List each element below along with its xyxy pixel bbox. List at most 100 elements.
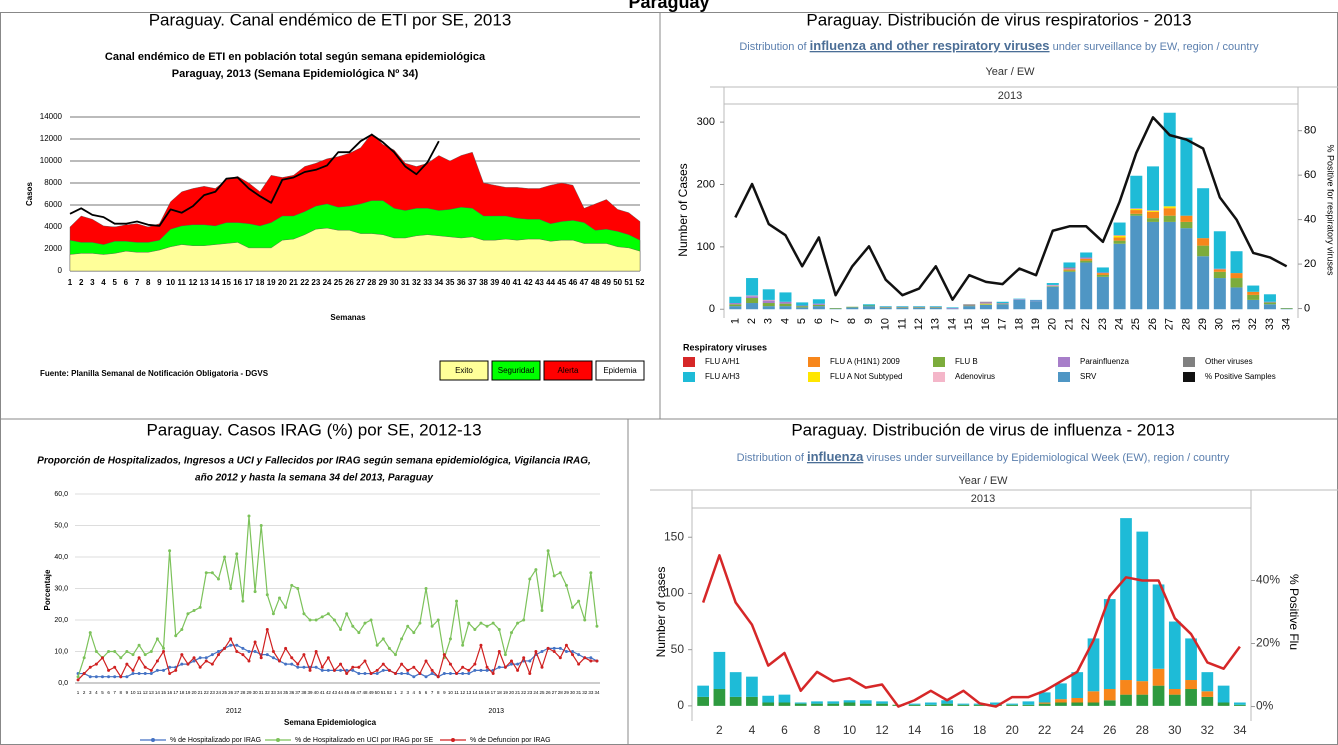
x-tick-label: 28 — [1136, 723, 1150, 737]
line-marker — [387, 668, 391, 672]
x-tick-label: 22 — [204, 690, 210, 695]
line-marker — [308, 618, 312, 622]
x-tick-label: 6 — [425, 690, 428, 695]
x-tick-label: 43 — [535, 278, 544, 287]
x-tick-label: 33 — [271, 690, 277, 695]
bar-segment — [996, 303, 1009, 304]
x-tick-label: 22 — [1080, 318, 1092, 330]
x-tick-label: 34 — [277, 690, 283, 695]
line-marker — [369, 672, 373, 676]
bar-segment — [1146, 218, 1160, 222]
line-marker — [247, 650, 251, 653]
line-marker — [278, 659, 282, 663]
bar-segment — [1197, 238, 1210, 246]
line-marker — [265, 653, 269, 657]
x-tick-label: 44 — [546, 278, 555, 287]
line-marker — [88, 665, 92, 669]
bar-segment — [1113, 235, 1126, 236]
bar-segment — [1136, 694, 1149, 706]
bar-segment — [1136, 531, 1149, 682]
line — [69, 133, 440, 227]
header: Year / EW — [958, 475, 1008, 487]
legend-marker — [451, 738, 455, 742]
legend-label: FLU A (H1N1) 2009 — [830, 357, 900, 366]
bar-segment — [796, 302, 809, 306]
bar-segment — [946, 308, 959, 309]
x-tick-label: 15 — [478, 690, 484, 695]
line-marker — [88, 631, 92, 635]
line-marker — [168, 665, 172, 669]
line-marker — [149, 668, 153, 672]
bar-segment — [1146, 211, 1160, 219]
bar-segment — [896, 306, 909, 308]
group-label: 2013 — [488, 708, 504, 715]
x-tick-label: 15 — [222, 278, 231, 287]
bar-segment — [1263, 294, 1276, 302]
line-marker — [552, 650, 556, 653]
line-marker — [302, 612, 306, 616]
bar-segment — [1071, 672, 1084, 699]
legend-label: FLU B — [955, 357, 978, 366]
bar-segment — [1130, 210, 1143, 214]
x-tick-label: 10 — [130, 690, 136, 695]
bar-segment — [762, 702, 775, 706]
x-tick-label: 8 — [814, 723, 821, 737]
line-marker — [546, 646, 550, 650]
line-marker — [552, 646, 556, 650]
bar-segment — [929, 307, 942, 309]
x-tick-label: 51 — [624, 278, 633, 287]
line-marker — [186, 612, 190, 616]
x-tick-label: 10 — [843, 723, 857, 737]
bar-segment — [1180, 137, 1193, 216]
line-marker — [296, 662, 300, 666]
line-marker — [223, 555, 227, 559]
x-tick-label: 29 — [246, 690, 252, 695]
group-label: 2012 — [226, 708, 242, 715]
bar-segment — [1217, 685, 1230, 703]
y-tick-label: 6000 — [44, 200, 62, 209]
bar-segment — [979, 302, 992, 304]
bar-segment — [1146, 210, 1160, 212]
bar-segment — [713, 689, 726, 706]
x-tick-label: 34 — [434, 278, 443, 287]
bar-segment — [1197, 245, 1210, 257]
line-marker — [345, 612, 349, 616]
x-tick-label: 16 — [980, 318, 992, 330]
bar-segment — [1063, 269, 1076, 271]
bar-segment — [913, 308, 926, 310]
subtitle: Distribution of influenza viruses under … — [737, 449, 1230, 464]
y-tick-label: 4000 — [44, 222, 62, 231]
y-tick-label: 0 — [58, 266, 63, 275]
bar-segment — [963, 306, 976, 310]
line-marker — [528, 659, 532, 663]
line-marker — [100, 675, 104, 679]
x-tick-label: 18 — [179, 690, 185, 695]
x-tick-label: 22 — [300, 278, 309, 287]
bar-segment — [1280, 308, 1293, 309]
bar-segment — [1006, 704, 1019, 706]
bar-segment — [879, 306, 892, 307]
x-tick-label: 24 — [533, 690, 539, 695]
bar-segment — [879, 306, 892, 308]
x-tick-label: 21 — [289, 278, 298, 287]
legend-swatch — [1183, 372, 1195, 382]
line-marker — [143, 672, 147, 676]
bar-segment — [729, 304, 742, 307]
line-marker — [271, 650, 275, 653]
legend-label: SRV — [1080, 372, 1097, 381]
y2-tick-label: 0% — [1256, 699, 1274, 713]
x-tick-label: 27 — [552, 690, 558, 695]
line-marker — [210, 653, 214, 657]
bar-segment — [746, 296, 759, 299]
bar-segment — [1013, 298, 1026, 300]
y-axis-label: Casos — [25, 181, 34, 206]
x-tick-label: 6 — [813, 318, 825, 324]
bar-segment — [1038, 703, 1051, 706]
x-tick-label: 37 — [295, 690, 301, 695]
line-marker — [467, 672, 471, 676]
line-marker — [302, 665, 306, 669]
bar-segment — [913, 306, 926, 308]
bar-segment — [1096, 267, 1109, 273]
bar-segment — [762, 695, 775, 703]
x-tick-label: 17 — [244, 278, 253, 287]
